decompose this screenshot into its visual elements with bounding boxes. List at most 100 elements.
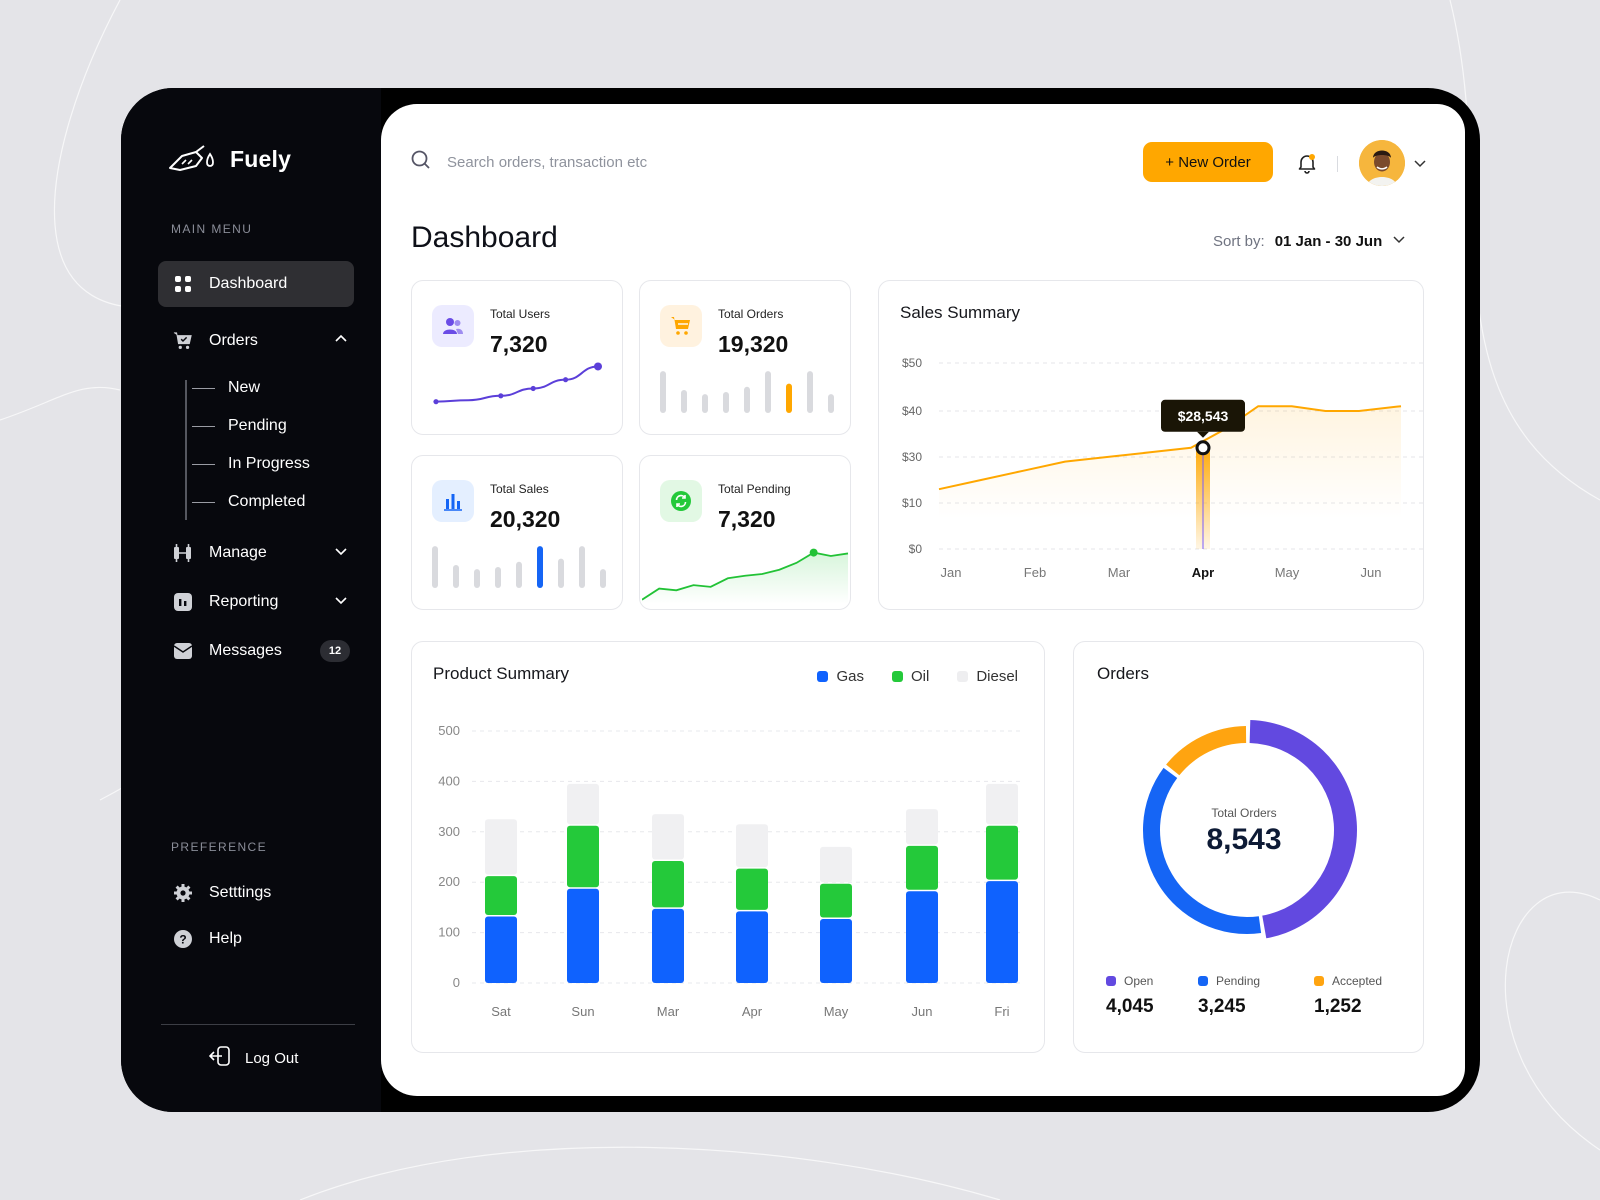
app-logo[interactable]: Fuely: [166, 142, 291, 177]
legend-oil[interactable]: Oil: [891, 668, 929, 685]
new-order-button[interactable]: + New Order: [1143, 142, 1273, 182]
y-tick-label: $30: [902, 450, 922, 464]
users-icon: [432, 305, 474, 347]
mini-bar: [495, 567, 501, 588]
stat-label: Total Pending: [718, 482, 791, 496]
sales-line: [938, 405, 1402, 491]
sidebar-item-label: Reporting: [209, 593, 279, 610]
sort-label: Sort by:: [1213, 232, 1265, 250]
y-tick-label: $10: [902, 496, 922, 510]
sales-summary-title: Sales Summary: [900, 303, 1020, 322]
x-tick-label: May: [1275, 565, 1300, 580]
product-summary-card: Product Summary Gas Oil Diesel 0 100 200 30…: [411, 641, 1045, 1053]
mini-bar: [786, 383, 792, 413]
bar-oil: [567, 825, 599, 888]
stat-value: 19,320: [718, 331, 789, 357]
chevron-down-icon: [1392, 232, 1406, 250]
mini-bar: [765, 371, 771, 413]
stat-label: Total Sales: [490, 482, 549, 496]
stat-label: Total Orders: [718, 307, 784, 321]
stat-card-total-orders[interactable]: Total Orders 19,320: [639, 280, 851, 435]
users-point: [594, 362, 602, 371]
mini-bar: [537, 546, 543, 588]
bar-oil: [820, 883, 852, 918]
cart-icon: [173, 331, 193, 351]
bar-oil: [986, 825, 1018, 880]
x-tick-label: Mar: [1108, 565, 1131, 580]
search-bar[interactable]: [411, 150, 747, 175]
x-tick-label: May: [824, 1004, 849, 1019]
chevron-down-icon[interactable]: [1413, 156, 1427, 175]
y-tick-label: 400: [438, 773, 460, 788]
x-tick-label: Mar: [657, 1004, 680, 1019]
sidebar-item-dashboard[interactable]: Dashboard: [158, 261, 354, 307]
sidebar-subitem-new[interactable]: New: [192, 379, 260, 397]
y-tick-label: $0: [909, 542, 923, 556]
users-sparkline: [433, 362, 602, 405]
sidebar: Fuely MAIN MENU Dashboard Orders New Pen…: [121, 88, 381, 1112]
cart-icon: [660, 305, 702, 347]
donut-slice-pending: [1143, 767, 1262, 934]
logout-button[interactable]: Log Out: [208, 1046, 298, 1070]
x-tick-label: Jan: [941, 565, 962, 580]
page-title: Dashboard: [411, 221, 558, 254]
sidebar-item-label: Dashboard: [209, 275, 288, 292]
tooltip-arrow: [1197, 431, 1209, 438]
sales-summary-card: Sales Summary $0 $10 $30 $40 $50 Jan Feb Mar Apr…: [878, 280, 1424, 610]
sidebar-item-label: Manage: [209, 544, 267, 561]
avatar[interactable]: [1359, 140, 1405, 186]
chevron-down-icon[interactable]: [334, 593, 348, 612]
legend-swatch: [1106, 976, 1116, 986]
search-input[interactable]: [447, 154, 747, 171]
legend-diesel[interactable]: Diesel: [957, 668, 1018, 685]
users-line: [435, 365, 599, 403]
sidebar-item-manage[interactable]: Manage: [158, 530, 354, 576]
sidebar-item-orders[interactable]: Orders: [158, 318, 354, 364]
sidebar-subitem-in-progress[interactable]: In Progress: [192, 455, 310, 473]
legend-gas[interactable]: Gas: [817, 668, 864, 685]
chevron-up-icon[interactable]: [334, 332, 348, 351]
product-legend: Gas Oil Diesel: [817, 668, 1018, 685]
sort-dropdown[interactable]: Sort by: 01 Jan - 30 Jun: [1213, 232, 1406, 250]
sidebar-item-settings[interactable]: Setttings: [158, 870, 354, 916]
chevron-down-icon[interactable]: [334, 544, 348, 563]
stat-card-total-sales[interactable]: Total Sales 20,320: [411, 455, 623, 610]
x-tick-label: Sun: [571, 1004, 594, 1019]
pending-point: [809, 548, 818, 557]
logout-icon: [208, 1046, 231, 1070]
y-tick-label: $40: [902, 404, 922, 418]
sidebar-divider: [161, 1024, 355, 1025]
sidebar-subitem-completed[interactable]: Completed: [192, 493, 305, 511]
sidebar-item-help[interactable]: ? Help: [158, 916, 354, 962]
bar-diesel: [820, 846, 852, 883]
x-tick-label: Apr: [742, 1004, 763, 1019]
bar-oil: [485, 876, 517, 915]
sidebar-item-reporting[interactable]: Reporting: [158, 579, 354, 625]
main-menu-label: MAIN MENU: [171, 222, 253, 236]
notification-bell-icon[interactable]: [1296, 152, 1318, 179]
bar-oil: [906, 845, 938, 890]
x-tick-label: Fri: [994, 1004, 1009, 1019]
gear-icon: [173, 883, 193, 903]
sidebar-item-messages[interactable]: Messages 12: [158, 628, 354, 674]
mail-icon: [173, 641, 193, 661]
x-tick-label: Apr: [1192, 565, 1214, 580]
messages-count-badge: 12: [320, 640, 350, 662]
stat-card-total-pending[interactable]: Total Pending 7,320: [639, 455, 851, 610]
y-tick-label: $50: [902, 356, 922, 370]
tooltip-box: [1161, 399, 1245, 432]
stat-value: 20,320: [490, 506, 561, 532]
x-tick-label: Sat: [491, 1004, 511, 1019]
bar-oil: [736, 868, 768, 910]
orders-minibars: [660, 371, 834, 413]
orders-title: Orders: [1097, 664, 1149, 683]
orders-stat-accepted: Accepted 1,252: [1314, 974, 1383, 1017]
mini-bar: [579, 546, 585, 588]
mini-bar: [807, 371, 813, 413]
sidebar-subitem-pending[interactable]: Pending: [192, 417, 287, 435]
preference-label: PREFERENCE: [171, 840, 268, 854]
mini-bar: [744, 386, 750, 413]
stat-card-total-users[interactable]: Total Users 7,320: [411, 280, 623, 435]
bar-diesel: [906, 809, 938, 845]
fuel-nozzle-icon: [166, 142, 218, 177]
